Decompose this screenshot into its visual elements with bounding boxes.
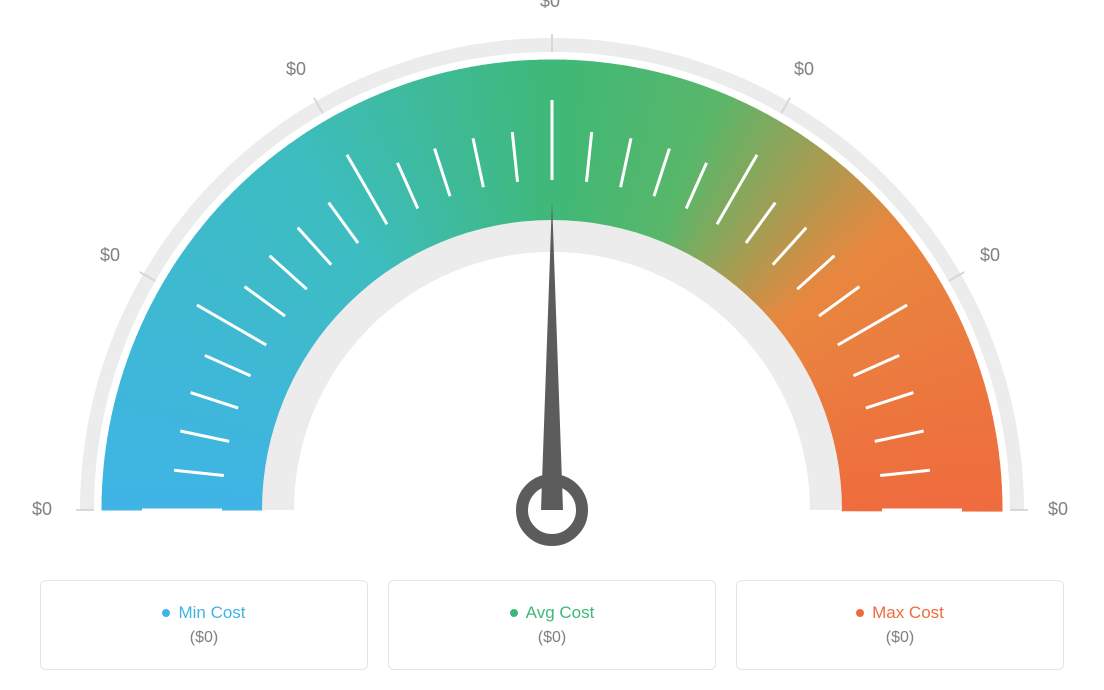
gauge-tick-label: $0 (980, 245, 1000, 266)
legend-label-avg: Avg Cost (510, 603, 595, 623)
gauge-tick-label: $0 (100, 245, 120, 266)
legend-label-min: Min Cost (162, 603, 245, 623)
gauge-tick-label: $0 (286, 59, 306, 80)
legend-card-avg: Avg Cost ($0) (388, 580, 716, 670)
legend-dot-max (856, 609, 864, 617)
legend-dot-min (162, 609, 170, 617)
legend-row: Min Cost ($0) Avg Cost ($0) Max Cost ($0… (40, 580, 1064, 670)
legend-text-max: Max Cost (872, 603, 944, 623)
legend-value-max: ($0) (886, 629, 914, 647)
cost-gauge-container: $0 $0 $0 $0 $0 $0 $0 Min Cost ($0) Avg Cost ($… (0, 0, 1104, 690)
legend-value-min: ($0) (190, 629, 218, 647)
legend-text-avg: Avg Cost (526, 603, 595, 623)
gauge-tick-label: $0 (1048, 499, 1068, 520)
legend-dot-avg (510, 609, 518, 617)
gauge-tick-label: $0 (794, 59, 814, 80)
legend-value-avg: ($0) (538, 629, 566, 647)
legend-label-max: Max Cost (856, 603, 944, 623)
legend-card-max: Max Cost ($0) (736, 580, 1064, 670)
gauge-tick-label: $0 (540, 0, 560, 12)
legend-card-min: Min Cost ($0) (40, 580, 368, 670)
gauge-chart: $0 $0 $0 $0 $0 $0 $0 (0, 0, 1104, 560)
gauge-svg (0, 0, 1104, 560)
legend-text-min: Min Cost (178, 603, 245, 623)
gauge-tick-label: $0 (32, 499, 52, 520)
